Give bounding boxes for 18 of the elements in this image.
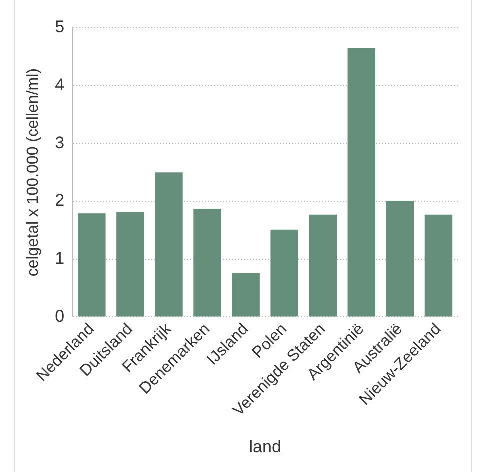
y-tick-label: 1: [55, 249, 65, 268]
y-tick-label: 4: [55, 76, 65, 95]
bar: [348, 48, 376, 317]
x-axis-title: land: [249, 437, 282, 456]
bar: [386, 200, 414, 317]
y-tick-label: 3: [55, 133, 65, 152]
bar: [78, 214, 106, 317]
y-tick-label: 2: [55, 191, 65, 210]
bar: [424, 214, 453, 317]
bar: [155, 172, 183, 317]
bar: [194, 209, 222, 317]
bar: [270, 230, 298, 317]
bar: [309, 214, 337, 317]
bar: [232, 273, 260, 317]
y-axis-title: celgetal x 100.000 (cellen/ml): [25, 68, 42, 277]
y-tick-label: 5: [55, 18, 65, 37]
y-tick-label: 0: [55, 306, 65, 326]
bar: [116, 212, 144, 317]
